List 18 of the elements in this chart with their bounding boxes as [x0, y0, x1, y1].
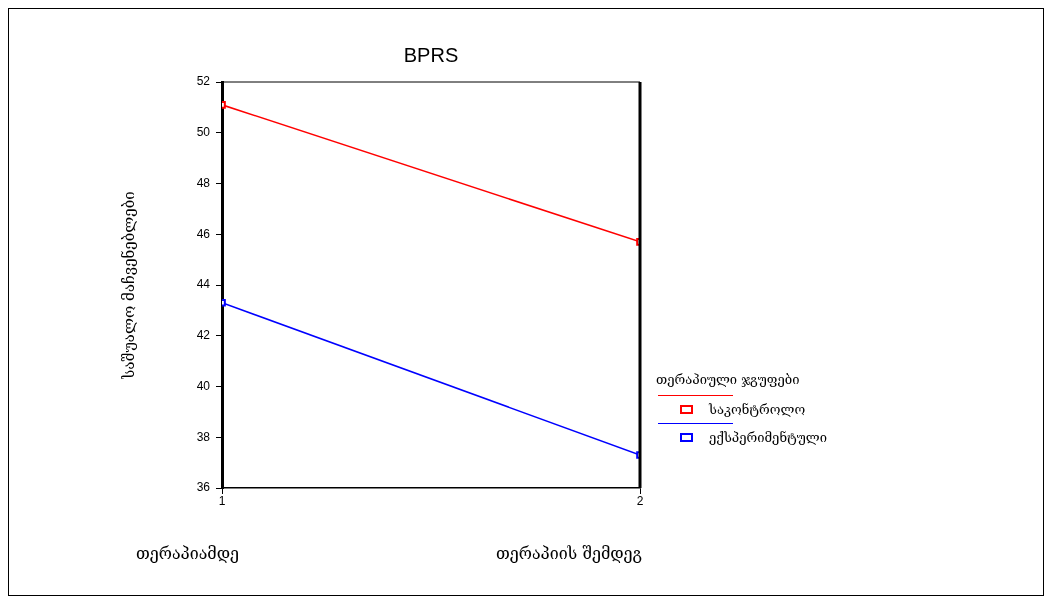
y-tick-label: 36 — [196, 480, 211, 495]
legend-title: თერაპიული ჯგუფები — [656, 372, 801, 387]
y-tick-label: 42 — [196, 328, 211, 343]
y-tick-label: 52 — [196, 74, 211, 89]
y-tick-label: 40 — [196, 378, 211, 393]
x-tick-label: 2 — [636, 493, 644, 508]
text: თერაპიის შემდეგ — [496, 544, 642, 564]
text: თერაპიამდე — [136, 544, 239, 564]
y-tick-label: 48 — [196, 175, 211, 190]
chart-title: BPRS — [403, 43, 459, 66]
y-tick-label: 38 — [196, 429, 211, 444]
legend-label: საკონტროლო — [709, 402, 806, 417]
y-axis-title: საშუალო მაჩვენებლები — [119, 191, 138, 380]
x-tick-label: 1 — [218, 493, 226, 508]
y-tick-label: 46 — [196, 226, 211, 241]
y-tick-label: 50 — [196, 125, 211, 140]
y-tick-label: 44 — [196, 277, 211, 292]
legend-label: ექსპერიმენტული — [709, 430, 827, 445]
